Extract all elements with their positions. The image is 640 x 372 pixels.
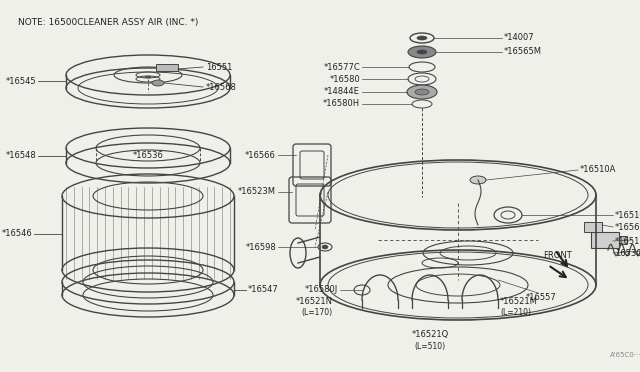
- Text: 16530: 16530: [615, 248, 640, 257]
- Text: *16580H: *16580H: [323, 99, 360, 109]
- Text: *16545: *16545: [5, 77, 36, 86]
- Text: *16565M: *16565M: [504, 48, 542, 57]
- Text: *16548: *16548: [5, 151, 36, 160]
- Ellipse shape: [408, 46, 436, 58]
- Ellipse shape: [145, 76, 151, 78]
- Text: (L=210): (L=210): [500, 308, 531, 317]
- Text: *16521M: *16521M: [500, 298, 538, 307]
- Text: *14844E: *14844E: [324, 87, 360, 96]
- Text: *16515M: *16515M: [615, 237, 640, 246]
- Text: *16521N: *16521N: [296, 298, 333, 307]
- Text: *14007: *14007: [504, 33, 534, 42]
- Bar: [591, 232, 619, 248]
- Text: *16598: *16598: [245, 243, 276, 251]
- Text: *16510: *16510: [615, 211, 640, 219]
- Bar: [156, 64, 178, 71]
- Text: *16580: *16580: [329, 74, 360, 83]
- Text: *16546: *16546: [1, 230, 32, 238]
- Text: *16510A: *16510A: [580, 166, 616, 174]
- Text: *16547: *16547: [248, 285, 279, 295]
- Text: (L=510): (L=510): [415, 341, 445, 350]
- Text: *16568: *16568: [206, 83, 237, 92]
- Text: 16551: 16551: [206, 62, 232, 71]
- Text: *16521Q: *16521Q: [412, 330, 449, 340]
- Text: *16557: *16557: [526, 292, 557, 301]
- Text: FRONT: FRONT: [543, 250, 572, 260]
- Ellipse shape: [407, 85, 437, 99]
- Text: NOTE: 16500CLEANER ASSY AIR (INC. *): NOTE: 16500CLEANER ASSY AIR (INC. *): [18, 18, 198, 27]
- Bar: [584, 222, 602, 232]
- Ellipse shape: [417, 36, 427, 40]
- Ellipse shape: [322, 245, 328, 249]
- Ellipse shape: [417, 50, 427, 54]
- Ellipse shape: [470, 176, 486, 184]
- Text: *16523M: *16523M: [238, 187, 276, 196]
- Text: A'65C0···: A'65C0···: [610, 352, 640, 358]
- Text: *16536: *16536: [132, 151, 163, 160]
- Ellipse shape: [415, 89, 429, 95]
- Text: *16565N: *16565N: [615, 222, 640, 231]
- Ellipse shape: [152, 80, 164, 86]
- Text: *16580J: *16580J: [305, 285, 338, 295]
- Text: *16577C: *16577C: [323, 62, 360, 71]
- Text: (L=170): (L=170): [302, 308, 333, 317]
- Text: *16566: *16566: [245, 151, 276, 160]
- Bar: [619, 236, 627, 244]
